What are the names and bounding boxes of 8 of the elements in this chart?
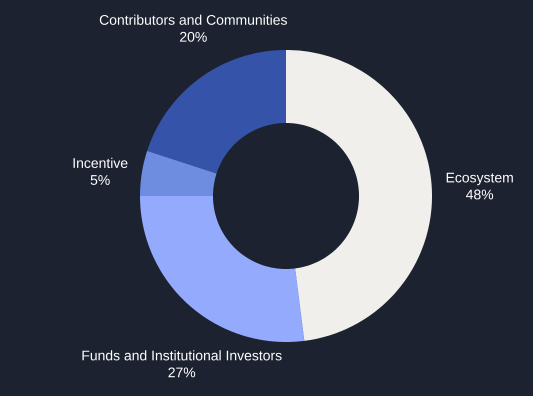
data-label: 48% [466, 190, 494, 200]
data-label: 27% [168, 367, 196, 378]
slice-label: Contributors and Communities [100, 14, 287, 25]
data-label: 20% [180, 32, 207, 42]
data-label: 5% [90, 175, 110, 185]
slice-label: Ecosystem [446, 172, 513, 186]
slice-label: Funds and Institutional Investors [82, 350, 282, 360]
slice-label: Incentive [74, 158, 128, 168]
